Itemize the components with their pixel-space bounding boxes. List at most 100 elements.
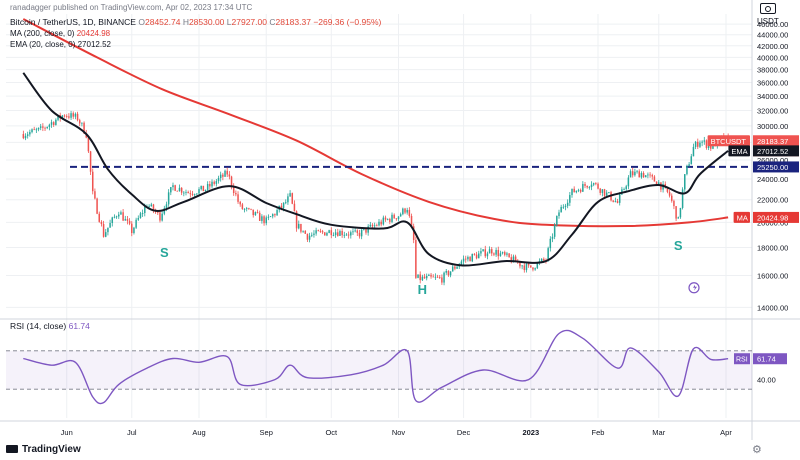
price-tag-value: 25250.00 [757,163,788,172]
candle [206,181,209,193]
candle [298,220,300,230]
candle [167,189,170,207]
gear-icon[interactable] [752,443,762,456]
candle-body [163,208,166,214]
candle-body [519,262,521,267]
candle-body [365,228,367,233]
candle-body [122,212,124,221]
x-tick-label: Nov [392,428,406,437]
candle [198,187,200,196]
candle [447,270,450,277]
candle-body [384,217,387,220]
close-label: C [269,17,276,27]
candle-body [369,224,372,227]
candle-body [295,211,298,229]
candle [68,113,70,120]
y-tick-label: 24000.00 [757,175,788,184]
candle-body [549,238,552,249]
candle [386,218,389,221]
candle-body [536,262,539,269]
candle [330,227,333,239]
ema-indicator-label[interactable]: EMA (20, close, 0) 27012.52 [10,40,111,49]
candle [87,136,90,153]
price-tag-box [753,135,799,147]
candle [304,230,307,234]
candle-body [78,120,81,124]
camera-icon[interactable] [760,3,776,14]
candle [499,250,502,257]
candle [360,228,363,240]
candle [705,139,708,150]
candle-body [514,256,517,262]
rsi-indicator-label[interactable]: RSI (14, close) 61.74 [10,321,90,331]
price-tag-name: EMA [731,147,747,156]
candle-body [228,174,231,177]
candle [473,253,476,256]
high-label: H [182,17,189,27]
candle [480,247,482,257]
candle [456,265,458,269]
candle-body [109,222,111,228]
candle [107,227,109,236]
candle [256,209,259,214]
ema20-line [22,72,729,267]
ma-indicator-label[interactable]: MA (200, close, 0) 20424.98 [10,29,110,38]
candle-body [642,173,645,178]
open-value: 28452.74 [144,17,181,27]
candle-body [449,271,452,276]
candle [530,265,532,268]
candle [462,255,465,265]
candle-body [298,223,300,229]
candle [254,211,257,216]
price-labels: BTCUSDT28183.3706:25:13EMA27012.5225250.… [707,135,799,365]
x-tick-label: Jul [127,428,137,437]
candle [421,274,424,282]
candle [640,171,643,179]
rsi-label-value: 61.74 [68,321,90,331]
candle-body [170,187,172,193]
candle [113,214,116,219]
candle-body [48,124,51,127]
candle-body [148,206,150,207]
candle-body [39,126,42,128]
candle-body [454,266,456,269]
candle-body [161,213,163,221]
candle-body [499,253,502,257]
candle-body [389,218,391,222]
candle [614,197,617,203]
candle-body [558,212,560,217]
price-tag-value: 28183.37 [757,137,788,146]
candle-body [139,213,142,219]
symbol-ohlc-line: Bitcoin / TetherUS, 1D, BINANCE O28452.7… [10,17,381,27]
candle [98,211,101,223]
candle [477,250,480,259]
y-tick-label: 38000.00 [757,66,788,75]
candle [265,215,267,226]
price-tag-box [753,161,799,173]
candle [577,188,580,193]
candle-body [480,251,482,254]
candle [484,245,487,258]
candle-body [319,231,322,232]
candle [250,208,252,211]
candle-body [577,189,580,191]
candle [308,232,311,243]
candle-body [350,232,352,236]
candle-body [343,234,346,236]
candle [332,232,335,237]
candle [287,193,289,205]
candle [311,232,313,238]
candle [629,169,632,178]
candle-body [258,212,261,221]
candle [508,253,510,258]
candle-body [436,276,439,278]
candle-body [599,188,601,193]
x-tick-label: 2023 [522,428,539,437]
candle-body [504,252,506,255]
tradingview-logo[interactable]: TradingView [6,444,81,455]
candle-body [217,178,220,182]
candle-body [456,266,458,269]
candle [423,273,426,279]
candle [699,140,701,149]
